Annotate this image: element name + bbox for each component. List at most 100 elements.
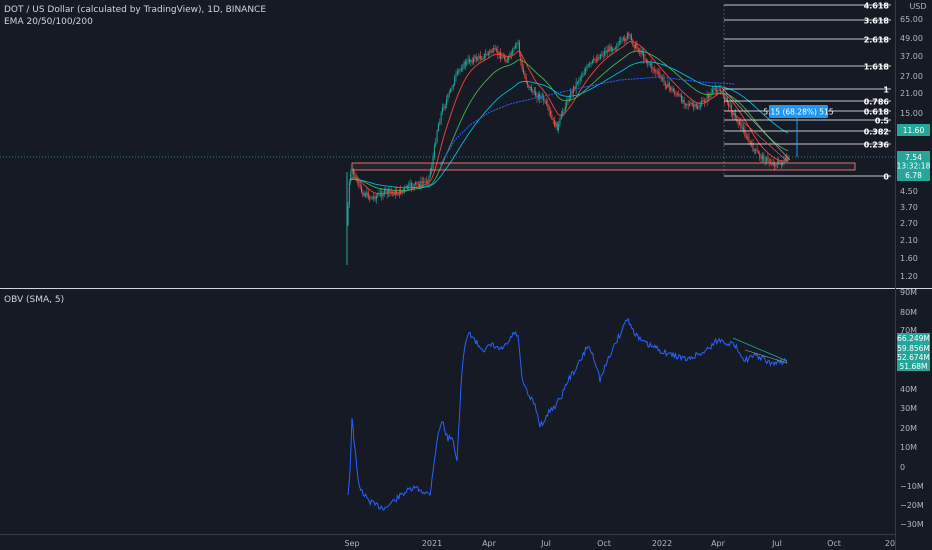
candle-body — [664, 81, 666, 86]
candle-body — [699, 105, 701, 107]
candle-body — [766, 158, 767, 162]
candle-body — [555, 122, 557, 127]
candle-body — [653, 69, 655, 71]
candle-body — [479, 55, 481, 59]
obv-axis-tick: 0 — [900, 463, 905, 472]
target-price-tag-box — [897, 124, 930, 136]
obv-axis-tick: 20M — [900, 424, 917, 433]
candle-body — [400, 189, 402, 194]
candle-body — [450, 88, 452, 93]
candle-body — [490, 50, 492, 52]
candle-body — [599, 54, 601, 59]
candle-body — [558, 124, 560, 131]
candle-body — [578, 80, 580, 83]
candle-body — [575, 82, 577, 89]
candle-body — [672, 88, 674, 92]
candle-body — [452, 85, 454, 88]
candle-body — [467, 59, 469, 62]
candle-body — [621, 38, 623, 41]
candle-body — [431, 167, 433, 172]
candle-body — [501, 56, 503, 59]
candle-body — [641, 51, 643, 54]
obv-tag-box — [897, 343, 930, 353]
candle-body — [678, 93, 680, 96]
symbol-legend[interactable]: DOT / US Dollar (calculated by TradingVi… — [4, 5, 267, 15]
candle-body — [459, 69, 461, 71]
candle-body — [446, 99, 448, 106]
candle-body — [474, 56, 476, 59]
candle-body — [601, 54, 603, 56]
obv-value-tag: 51.68M — [900, 362, 928, 371]
candle-body — [583, 72, 585, 75]
time-axis-tick: 2021 — [422, 539, 442, 548]
candle-body — [410, 183, 412, 188]
candle-body — [433, 145, 435, 158]
candle-body — [637, 48, 639, 52]
fib-level-label: 2.618 — [864, 36, 890, 45]
candle-body — [635, 43, 637, 49]
candle-body — [689, 103, 691, 106]
candle-body — [579, 77, 581, 81]
candle-body — [421, 181, 423, 183]
fib-level-label: 4.618 — [864, 2, 890, 11]
candle-body — [728, 102, 730, 107]
candle-body — [551, 114, 553, 119]
candle-body — [780, 163, 782, 165]
candle-body — [527, 82, 529, 86]
candle-body — [662, 78, 664, 80]
time-axis-tick: Jul — [771, 539, 782, 548]
candle-body — [710, 92, 712, 95]
candle-body — [784, 157, 786, 161]
candle-body — [703, 100, 705, 103]
candle-body — [590, 63, 592, 65]
candle-body — [594, 58, 596, 61]
time-axis-tick: Jul — [540, 539, 551, 548]
candles — [347, 31, 789, 227]
candle-body — [693, 104, 695, 107]
candle-body — [520, 53, 522, 62]
candle-body — [756, 149, 758, 152]
candle-body — [462, 68, 464, 70]
candle-body — [424, 181, 426, 183]
candle-body — [667, 83, 669, 88]
candle-body — [466, 61, 468, 65]
candle-body — [574, 87, 576, 89]
candle-body — [417, 183, 419, 185]
candle-body — [685, 104, 686, 106]
candle-body — [741, 127, 743, 129]
price-axis-tick: 4.50 — [900, 187, 918, 196]
fib-level-label: 0.786 — [864, 98, 890, 107]
candle-body — [532, 91, 534, 93]
obv-value-tag: 59.856M — [897, 344, 930, 353]
ema-legend[interactable]: EMA 20/50/100/200 — [4, 17, 93, 27]
candle-body — [420, 181, 422, 187]
candle-body — [774, 162, 776, 166]
candle-body — [409, 183, 411, 185]
support-price-tag-box — [897, 169, 930, 181]
candle-body — [626, 33, 628, 39]
candle-body — [745, 136, 747, 138]
candle-body — [624, 38, 626, 42]
candle-body — [436, 130, 438, 142]
target-price-tag: 11.60 — [903, 126, 925, 135]
fibonacci-retracement — [724, 4, 891, 177]
candle-body — [524, 73, 526, 78]
candle-body — [655, 70, 657, 73]
candle-body — [616, 47, 618, 49]
obv-tag-box — [897, 352, 930, 362]
candle-body — [358, 180, 360, 184]
candle-body — [528, 85, 530, 88]
candle-body — [455, 74, 457, 78]
obv-legend[interactable]: OBV (SMA, 5) — [4, 295, 65, 305]
candle-body — [716, 89, 718, 92]
candle-body — [475, 56, 477, 60]
price-axis-tick: 27.00 — [900, 72, 923, 81]
candle-body — [379, 192, 381, 194]
candle-body — [647, 61, 649, 64]
candle-body — [690, 102, 692, 104]
candle-body — [443, 107, 445, 109]
candle-body — [529, 86, 531, 88]
candle-body — [682, 99, 684, 102]
candle-body — [548, 106, 550, 112]
